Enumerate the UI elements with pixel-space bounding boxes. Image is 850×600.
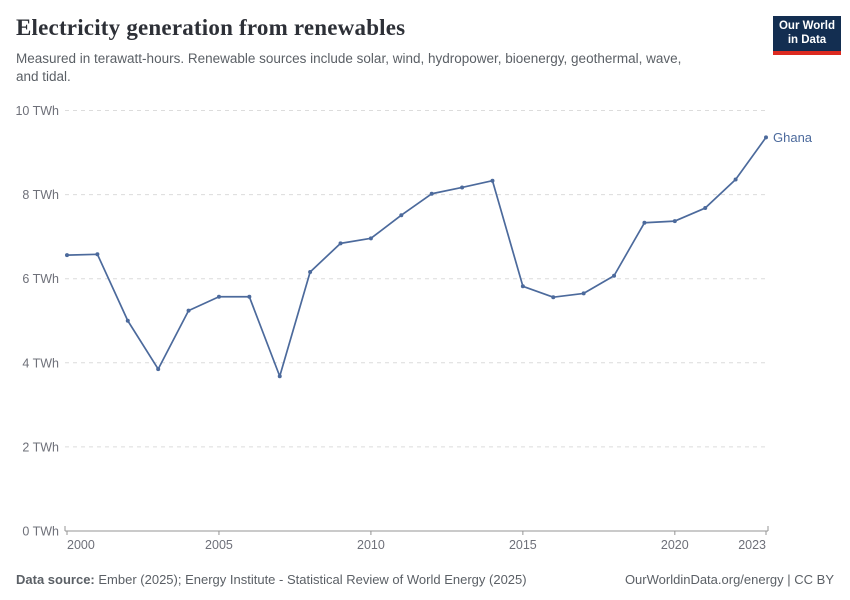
data-point-ghana-2007[interactable] [277, 374, 282, 379]
data-point-ghana-2013[interactable] [460, 185, 465, 190]
series-line-ghana[interactable] [66, 136, 767, 378]
data-point-ghana-2021[interactable] [703, 206, 708, 211]
series-end-label-ghana[interactable]: Ghana [773, 130, 813, 145]
data-point-ghana-2006[interactable] [247, 294, 252, 299]
y-tick-label-10: 10 TWh [15, 104, 59, 118]
data-point-ghana-2009[interactable] [338, 241, 343, 246]
data-point-ghana-2010[interactable] [368, 236, 373, 241]
y-tick-label-4: 4 TWh [22, 356, 59, 370]
data-source-label: Data source: [16, 572, 95, 587]
x-tick-label-2023: 2023 [738, 538, 766, 552]
data-point-ghana-2018[interactable] [612, 273, 617, 278]
x-tick-label-2015: 2015 [509, 538, 537, 552]
data-point-ghana-2022[interactable] [733, 177, 738, 182]
data-point-ghana-2001[interactable] [95, 252, 100, 257]
data-point-ghana-2012[interactable] [429, 191, 434, 196]
data-point-ghana-2016[interactable] [551, 295, 556, 300]
data-point-ghana-2011[interactable] [399, 213, 404, 218]
data-source-note: Data source: Ember (2025); Energy Instit… [16, 572, 527, 587]
data-point-ghana-2015[interactable] [520, 284, 525, 289]
chart-subtitle: Measured in terawatt-hours. Renewable so… [16, 51, 682, 84]
data-point-ghana-2003[interactable] [156, 367, 161, 372]
y-tick-label-0: 0 TWh [22, 525, 59, 539]
y-tick-label-2: 2 TWh [22, 440, 59, 454]
data-point-ghana-2017[interactable] [581, 291, 586, 296]
data-point-ghana-2014[interactable] [490, 178, 495, 183]
owid-logo[interactable]: Our World in Data [773, 16, 841, 55]
y-tick-label-6: 6 TWh [22, 272, 59, 286]
owid-logo-line1: Our World [778, 20, 835, 32]
x-tick-label-2010: 2010 [357, 538, 385, 552]
chart-area[interactable]: 0 TWh 2 TWh 4 TWh 6 TWh 8 TWh 10 TWh 2000 2005 2… [0, 100, 850, 562]
data-source-text: Ember (2025); Energy Institute - Statist… [98, 572, 527, 587]
x-tick-label-2020: 2020 [661, 538, 689, 552]
data-point-ghana-2008[interactable] [308, 269, 313, 274]
owid-logo-line2: in Data [787, 33, 827, 46]
chart-header: Electricity generation from renewables M… [16, 15, 834, 86]
data-point-ghana-2004[interactable] [186, 308, 191, 313]
y-tick-label-8: 8 TWh [22, 188, 59, 202]
data-point-ghana-2002[interactable] [125, 318, 130, 323]
data-point-ghana-2000[interactable] [65, 253, 69, 258]
attribution-link[interactable]: OurWorldinData.org/energy | CC BY [624, 572, 834, 587]
data-point-ghana-2020[interactable] [672, 219, 677, 224]
x-tick-label-2005: 2005 [205, 538, 233, 552]
data-point-ghana-2019[interactable] [642, 220, 647, 225]
data-point-ghana-2005[interactable] [216, 294, 221, 299]
x-tick-label-2000: 2000 [67, 538, 95, 552]
chart-footer: Data source: Ember (2025); Energy Instit… [16, 572, 834, 587]
chart-title: Electricity generation from renewables [16, 15, 406, 40]
data-point-ghana-2023[interactable] [764, 135, 768, 140]
chart-canvas[interactable]: 0 TWh 2 TWh 4 TWh 6 TWh 8 TWh 10 TWh 2000 2005 2… [0, 100, 850, 562]
